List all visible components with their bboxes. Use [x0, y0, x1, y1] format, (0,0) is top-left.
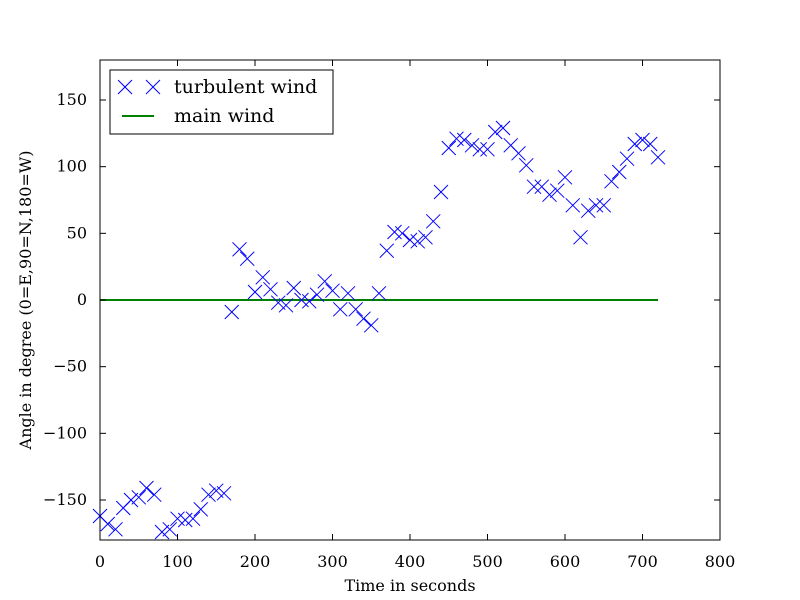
turbulent-wind-point: [278, 297, 294, 313]
turbulent-wind-point: [526, 179, 542, 195]
legend-swatch-turbulent-wind: [117, 79, 161, 95]
series-layer: [92, 120, 666, 540]
turbulent-wind-point: [549, 183, 565, 199]
turbulent-wind-point: [596, 197, 612, 213]
legend-label-main-wind: main wind: [174, 105, 274, 127]
turbulent-wind-point: [286, 280, 302, 296]
turbulent-wind-point: [472, 141, 488, 157]
y-tick-label: −50: [53, 357, 87, 376]
turbulent-wind-point: [139, 480, 154, 496]
y-tick-label: −100: [43, 423, 87, 442]
x-tick-label: 500: [472, 552, 503, 571]
legend: turbulent wind main wind: [109, 69, 334, 135]
turbulent-wind-point: [619, 151, 635, 167]
turbulent-wind-point: [580, 203, 596, 219]
turbulent-wind-point: [356, 311, 371, 327]
y-tick-label: 100: [56, 157, 87, 176]
turbulent-wind-point: [604, 173, 619, 189]
turbulent-wind-point: [480, 141, 495, 157]
x-tick-label: 200: [240, 552, 271, 571]
turbulent-wind-point: [433, 184, 449, 200]
turbulent-wind-point: [255, 269, 271, 285]
x-axis-label: Time in seconds: [344, 576, 475, 595]
x-tick-label: 100: [162, 552, 193, 571]
turbulent-wind-point: [511, 145, 526, 161]
turbulent-wind-point: [224, 304, 240, 320]
turbulent-wind-point: [642, 136, 658, 152]
turbulent-wind-point: [348, 301, 364, 317]
turbulent-wind-point: [394, 225, 410, 241]
y-tick-label: 50: [67, 223, 87, 242]
turbulent-wind-point: [123, 492, 139, 508]
x-tick-label: 800: [705, 552, 736, 571]
turbulent-wind-point: [201, 487, 216, 503]
plot-frame: [99, 59, 721, 541]
turbulent-wind-point: [162, 521, 178, 537]
turbulent-wind-point: [518, 157, 534, 173]
x-tick-label: 600: [550, 552, 581, 571]
turbulent-wind-point: [332, 301, 348, 317]
turbulent-wind-point: [108, 521, 123, 537]
turbulent-wind-point: [208, 483, 224, 499]
turbulent-wind-point: [185, 511, 201, 527]
turbulent-wind-point: [325, 283, 340, 299]
turbulent-wind-point: [456, 132, 472, 148]
turbulent-wind-point: [363, 317, 379, 333]
turbulent-wind-point: [263, 281, 278, 297]
y-axis-label: Angle in degree (0=E,90=N,180=W): [16, 151, 35, 451]
turbulent-wind-point: [340, 285, 356, 301]
ticks-layer: 0 100 200 300 400 500 600 700 800 −150 −100 −50 0 50 1…: [43, 60, 735, 571]
x-tick-label: 300: [317, 552, 348, 571]
turbulent-wind-point: [193, 501, 209, 517]
turbulent-wind-point: [379, 243, 395, 259]
turbulent-wind-point: [464, 137, 480, 153]
x-tick-label: 0: [95, 552, 105, 571]
turbulent-wind-point: [239, 251, 255, 267]
turbulent-wind-point: [418, 229, 433, 245]
turbulent-wind-point: [317, 273, 333, 289]
x-tick-label: 700: [627, 552, 658, 571]
turbulent-wind-point: [650, 149, 666, 165]
turbulent-wind-point: [588, 197, 604, 213]
turbulent-wind-point: [154, 524, 170, 540]
turbulent-wind-point: [247, 284, 263, 300]
x-tick-label: 400: [395, 552, 426, 571]
turbulent-wind-point: [441, 140, 457, 156]
turbulent-wind-point: [557, 169, 573, 185]
turbulent-wind-point: [270, 295, 286, 311]
turbulent-wind-point: [495, 120, 511, 136]
turbulent-wind-point: [131, 489, 147, 505]
turbulent-wind-point: [216, 485, 232, 501]
turbulent-wind-point: [410, 233, 426, 249]
turbulent-wind-point: [635, 132, 650, 148]
turbulent-wind-point: [487, 124, 503, 140]
turbulent-wind-point: [565, 197, 581, 213]
turbulent-wind-point: [309, 287, 325, 303]
y-tick-label: 0: [77, 290, 87, 309]
turbulent-wind-point: [232, 241, 247, 257]
turbulent-wind-point: [146, 487, 162, 503]
turbulent-wind-point: [100, 516, 116, 532]
turbulent-wind-point: [425, 213, 441, 229]
y-tick-label: −150: [43, 490, 87, 509]
legend-label-turbulent-wind: turbulent wind: [174, 76, 317, 98]
turbulent-wind-point: [627, 136, 643, 152]
legend-items: [117, 79, 161, 117]
turbulent-wind-point: [573, 229, 588, 245]
y-tick-label: 150: [56, 90, 87, 109]
turbulent-wind-point: [371, 285, 387, 301]
turbulent-wind-point: [611, 164, 627, 180]
turbulent-wind-point: [542, 187, 557, 203]
turbulent-wind-point: [301, 293, 317, 309]
